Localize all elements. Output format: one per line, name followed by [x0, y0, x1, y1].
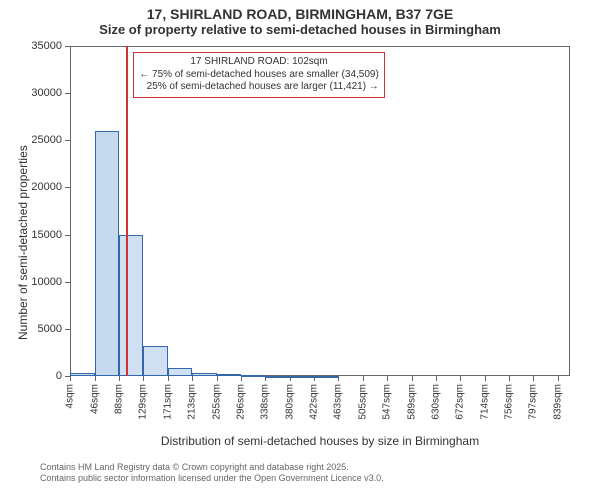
x-tick-label: 380sqm [284, 384, 295, 420]
y-tick-mark [65, 140, 70, 141]
x-tick-label: 547sqm [382, 384, 393, 420]
histogram-bar [217, 374, 241, 376]
y-tick-label: 30000 [0, 87, 62, 99]
y-tick-mark [65, 46, 70, 47]
chart-title: 17, SHIRLAND ROAD, BIRMINGHAM, B37 7GE [0, 0, 600, 22]
footnote-line-1: Contains HM Land Registry data © Crown c… [40, 462, 384, 473]
annotation-line-2: ← 75% of semi-detached houses are smalle… [139, 69, 379, 82]
annotation-box: 17 SHIRLAND ROAD: 102sqm ← 75% of semi-d… [133, 52, 385, 98]
x-tick-label: 630sqm [430, 384, 441, 420]
footnote-line-2: Contains public sector information licen… [40, 473, 384, 484]
histogram-bar [241, 375, 266, 377]
x-tick-label: 338sqm [260, 384, 271, 420]
histogram-bar [70, 373, 95, 376]
y-tick-label: 25000 [0, 134, 62, 146]
y-tick-mark [65, 235, 70, 236]
x-tick-label: 463sqm [333, 384, 344, 420]
x-tick-mark [387, 376, 388, 381]
x-tick-label: 296sqm [235, 384, 246, 420]
histogram-bar [314, 376, 338, 378]
histogram-bar [143, 346, 168, 376]
x-tick-mark [533, 376, 534, 381]
x-tick-mark [460, 376, 461, 381]
histogram-bar [290, 376, 315, 378]
x-tick-label: 46sqm [89, 384, 100, 414]
footnote: Contains HM Land Registry data © Crown c… [40, 462, 384, 484]
y-tick-label: 15000 [0, 229, 62, 241]
chart-subtitle: Size of property relative to semi-detach… [0, 22, 600, 39]
x-tick-label: 213sqm [187, 384, 198, 420]
y-tick-label: 20000 [0, 181, 62, 193]
x-tick-mark [509, 376, 510, 381]
x-tick-mark [338, 376, 339, 381]
x-tick-label: 4sqm [65, 384, 76, 408]
x-tick-mark [95, 376, 96, 381]
annotation-line-1: 17 SHIRLAND ROAD: 102sqm [139, 56, 379, 69]
annotation-line-3: 25% of semi-detached houses are larger (… [139, 81, 379, 94]
x-tick-label: 505sqm [357, 384, 368, 420]
x-tick-label: 797sqm [528, 384, 539, 420]
x-tick-label: 88sqm [114, 384, 125, 414]
x-tick-mark [217, 376, 218, 381]
x-tick-mark [412, 376, 413, 381]
x-tick-mark [143, 376, 144, 381]
x-tick-label: 714sqm [479, 384, 490, 420]
y-tick-mark [65, 282, 70, 283]
histogram-bar [265, 376, 290, 378]
y-tick-label: 10000 [0, 276, 62, 288]
chart-container: 17, SHIRLAND ROAD, BIRMINGHAM, B37 7GE S… [0, 0, 600, 500]
x-tick-mark [192, 376, 193, 381]
x-tick-mark [436, 376, 437, 381]
x-tick-label: 255sqm [211, 384, 222, 420]
y-tick-label: 35000 [0, 40, 62, 52]
x-axis-label: Distribution of semi-detached houses by … [70, 434, 570, 448]
y-tick-mark [65, 187, 70, 188]
y-tick-label: 0 [0, 370, 62, 382]
x-tick-mark [119, 376, 120, 381]
x-tick-label: 422sqm [309, 384, 320, 420]
histogram-bar [95, 131, 120, 376]
x-tick-label: 589sqm [406, 384, 417, 420]
y-tick-mark [65, 329, 70, 330]
x-tick-mark [70, 376, 71, 381]
histogram-bar [168, 368, 193, 376]
y-axis-label: Number of semi-detached properties [16, 145, 30, 340]
y-tick-label: 5000 [0, 323, 62, 335]
x-tick-mark [363, 376, 364, 381]
y-tick-mark [65, 93, 70, 94]
x-tick-label: 129sqm [138, 384, 149, 420]
histogram-bar [192, 373, 217, 376]
x-tick-label: 839sqm [552, 384, 563, 420]
histogram-bar [119, 235, 143, 376]
reference-line [126, 46, 128, 376]
x-tick-mark [168, 376, 169, 381]
x-tick-label: 171sqm [162, 384, 173, 420]
x-tick-label: 672sqm [455, 384, 466, 420]
x-tick-mark [485, 376, 486, 381]
x-tick-mark [558, 376, 559, 381]
x-tick-label: 756sqm [504, 384, 515, 420]
